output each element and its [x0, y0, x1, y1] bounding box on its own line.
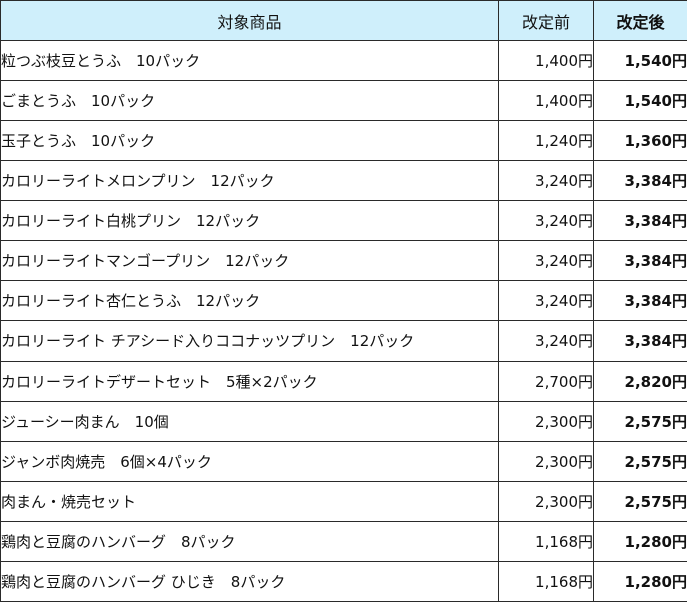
price-before: 2,700円: [498, 360, 594, 402]
price-after: 2,575円: [593, 480, 687, 522]
table-row: 鶏肉と豆腐のハンバーグ 8パック 1,168円 1,280円: [0, 520, 687, 562]
price-before: 3,240円: [498, 280, 594, 322]
product-name: カロリーライトメロンプリン 12パック: [0, 160, 499, 202]
table-row: ジャンボ肉焼売 6個×4パック 2,300円 2,575円: [0, 440, 687, 482]
product-name: 玉子とうふ 10パック: [0, 120, 499, 162]
table-row: ごまとうふ 10パック 1,400円 1,540円: [0, 80, 687, 122]
price-after: 3,384円: [593, 320, 687, 362]
price-before: 1,168円: [498, 520, 594, 562]
table-row: 鶏肉と豆腐のハンバーグ ひじき 8パック 1,168円 1,280円: [0, 560, 687, 602]
product-name: カロリーライトマンゴープリン 12パック: [0, 240, 499, 282]
price-after: 1,540円: [593, 39, 687, 82]
price-before: 2,300円: [498, 400, 594, 442]
price-after: 3,384円: [593, 240, 687, 282]
price-before: 1,168円: [498, 560, 594, 602]
price-after: 2,820円: [593, 360, 687, 402]
table-row: ジューシー肉まん 10個 2,300円 2,575円: [0, 400, 687, 442]
product-name: ジャンボ肉焼売 6個×4パック: [0, 440, 499, 482]
table-row: カロリーライトデザートセット 5種×2パック 2,700円 2,820円: [0, 360, 687, 402]
table-row: カロリーライトマンゴープリン 12パック 3,240円 3,384円: [0, 240, 687, 282]
product-name: 鶏肉と豆腐のハンバーグ 8パック: [0, 520, 499, 562]
price-after: 1,280円: [593, 560, 687, 602]
table-row: 肉まん・焼売セット 2,300円 2,575円: [0, 480, 687, 522]
product-name: 粒つぶ枝豆とうふ 10パック: [0, 39, 499, 82]
table-row: カロリーライトメロンプリン 12パック 3,240円 3,384円: [0, 160, 687, 202]
table-row: カロリーライト チアシード入りココナッツプリン 12パック 3,240円 3,3…: [0, 320, 687, 362]
price-after: 3,384円: [593, 280, 687, 322]
price-before: 2,300円: [498, 440, 594, 482]
price-after: 1,540円: [593, 80, 687, 122]
product-name: カロリーライト杏仁とうふ 12パック: [0, 280, 499, 322]
price-after: 3,384円: [593, 200, 687, 242]
price-before: 1,240円: [498, 120, 594, 162]
table-row: 玉子とうふ 10パック 1,240円 1,360円: [0, 120, 687, 162]
price-before: 1,400円: [498, 39, 594, 82]
price-after: 1,360円: [593, 120, 687, 162]
product-name: カロリーライト チアシード入りココナッツプリン 12パック: [0, 320, 499, 362]
header-product: 対象商品: [0, 0, 499, 41]
price-before: 2,300円: [498, 480, 594, 522]
product-name: カロリーライトデザートセット 5種×2パック: [0, 360, 499, 402]
header-price-before: 改定前: [498, 0, 594, 41]
product-name: 鶏肉と豆腐のハンバーグ ひじき 8パック: [0, 560, 499, 602]
header-price-after: 改定後: [593, 0, 687, 41]
price-after: 2,575円: [593, 400, 687, 442]
price-after: 3,384円: [593, 160, 687, 202]
price-before: 3,240円: [498, 160, 594, 202]
price-before: 3,240円: [498, 200, 594, 242]
price-before: 3,240円: [498, 240, 594, 282]
table-row: カロリーライト白桃プリン 12パック 3,240円 3,384円: [0, 200, 687, 242]
table-row: 粒つぶ枝豆とうふ 10パック 1,400円 1,540円: [0, 39, 687, 82]
product-name: 肉まん・焼売セット: [0, 480, 499, 522]
price-after: 1,280円: [593, 520, 687, 562]
header-row: 対象商品 改定前 改定後: [0, 0, 687, 41]
product-name: ごまとうふ 10パック: [0, 80, 499, 122]
price-before: 1,400円: [498, 80, 594, 122]
table-row: カロリーライト杏仁とうふ 12パック 3,240円 3,384円: [0, 280, 687, 322]
price-before: 3,240円: [498, 320, 594, 362]
product-name: カロリーライト白桃プリン 12パック: [0, 200, 499, 242]
price-after: 2,575円: [593, 440, 687, 482]
product-name: ジューシー肉まん 10個: [0, 400, 499, 442]
